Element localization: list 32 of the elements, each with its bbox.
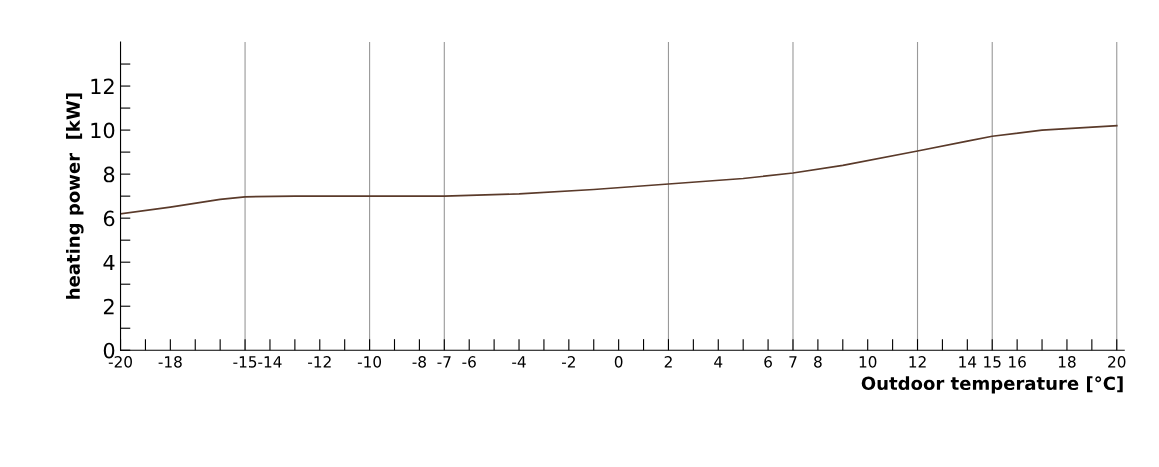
y-tick-label: 6 (103, 210, 115, 227)
y-axis-title: heating power [kW] (65, 93, 84, 299)
y-tick-label: 8 (103, 166, 115, 183)
x-tick-label: -14 (258, 356, 282, 368)
x-tick-label: 12 (909, 356, 926, 368)
y-tick-label: 10 (91, 122, 115, 139)
x-tick-label: 10 (859, 356, 877, 368)
x-tick-label: 0 (614, 356, 623, 368)
x-tick-label: -4 (512, 356, 526, 368)
x-tick-label: -6 (462, 356, 476, 368)
x-tick-label: 16 (1009, 356, 1026, 368)
x-tick-label: 15 (984, 356, 1001, 368)
x-tick-label: 6 (764, 356, 772, 368)
x-tick-label: -2 (561, 356, 575, 368)
x-tick-label: -8 (412, 356, 426, 368)
x-tick-label: 20 (1108, 356, 1126, 368)
x-tick-label: 8 (814, 356, 822, 368)
x-tick-label: 4 (714, 356, 723, 368)
x-tick-label: 7 (789, 356, 797, 368)
x-axis-title: Outdoor temperature [°C] (861, 376, 1123, 394)
x-tick-label: -15 (233, 356, 257, 368)
x-tick-label: -12 (308, 356, 331, 368)
x-tick-label: 14 (959, 356, 977, 368)
x-tick-label: -18 (158, 356, 182, 368)
y-tick-label: 4 (103, 254, 115, 271)
x-tick-label: 18 (1058, 356, 1076, 368)
line-series (120, 124, 1118, 215)
y-tick-label: 2 (103, 298, 114, 315)
x-tick-label: -10 (357, 356, 382, 368)
x-tick-label: 2 (664, 356, 672, 368)
y-tick-label: 12 (91, 78, 114, 94)
x-tick-label: -7 (437, 356, 451, 368)
